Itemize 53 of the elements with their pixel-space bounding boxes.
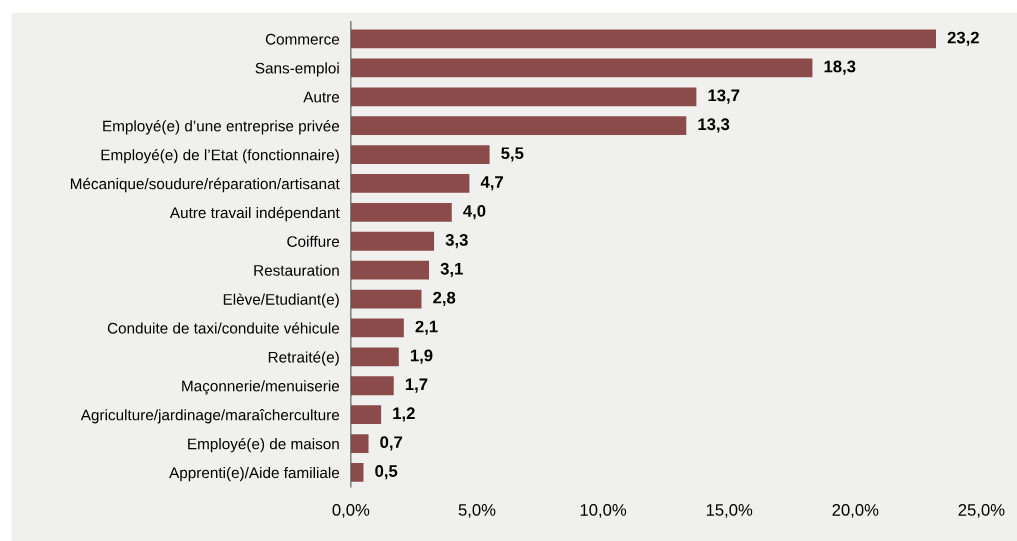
y-tick-label: Sans-emploi — [255, 62, 339, 77]
bar — [350, 318, 404, 338]
y-tick-label: Commerce — [265, 33, 340, 45]
y-tick-label: Employé(e) de l’Etat (fonctionnaire) — [101, 148, 339, 164]
y-tick-label: Maçonnerie/menuiserie — [182, 380, 340, 395]
data-label: 2,1 — [415, 320, 438, 335]
data-label: 0,5 — [375, 465, 398, 480]
data-label: 18,3 — [824, 60, 856, 75]
data-label: 4,0 — [463, 205, 486, 220]
data-label: 23,2 — [947, 31, 979, 46]
x-tick-label: 5,0% — [458, 504, 496, 518]
x-tick-label: 25,0% — [958, 504, 1005, 518]
y-tick-label: Retraité(e) — [268, 351, 339, 366]
y-tick-label: Elève/Etudiant(e) — [223, 293, 339, 308]
data-label: 13,3 — [698, 118, 730, 133]
y-tick-label: Conduite de taxi/conduite véhicule — [107, 322, 340, 334]
bar — [350, 434, 369, 453]
bar — [350, 289, 422, 309]
y-tick-label: Agriculture/jardinage/maraîcherculture — [80, 409, 340, 424]
bar — [350, 376, 394, 396]
bar — [350, 202, 452, 222]
data-label: 4,7 — [480, 176, 503, 191]
bar — [350, 174, 470, 193]
data-label: 1,7 — [405, 378, 428, 393]
data-label: 2,8 — [433, 291, 456, 306]
x-tick-label: 0,0% — [332, 504, 370, 518]
bar — [350, 116, 687, 136]
data-label: 5,5 — [501, 147, 524, 162]
y-tick-label: Autre travail indépendant — [169, 206, 340, 222]
data-label: 3,3 — [445, 233, 468, 249]
bar — [350, 405, 382, 425]
x-tick-label: 10,0% — [580, 504, 627, 518]
data-label: 1,2 — [393, 407, 415, 422]
bar — [350, 231, 435, 251]
y-tick-label: Restauration — [254, 264, 339, 276]
data-label: 1,9 — [410, 349, 433, 364]
bar — [350, 347, 399, 367]
bar — [350, 87, 697, 107]
y-tick-label: Mécanique/soudure/réparation/artisanat — [70, 177, 340, 193]
bar — [350, 260, 430, 280]
y-tick-label: Coiffure — [287, 235, 340, 247]
y-tick-label: Apprenti(e)/Aide familiale — [169, 466, 340, 482]
y-tick-label: Employé(e) de maison — [188, 437, 339, 453]
y-tick-label: Employé(e) d’une entreprise privée — [103, 120, 340, 135]
bar — [350, 29, 937, 49]
data-label: 0,7 — [380, 436, 403, 451]
x-tick-label: 20,0% — [832, 504, 879, 518]
data-label: 13,7 — [708, 89, 740, 104]
x-tick-label: 15,0% — [706, 504, 753, 518]
bar — [350, 145, 490, 164]
y-tick-label: Autre — [303, 91, 340, 103]
bar — [350, 58, 813, 78]
data-label: 3,1 — [440, 262, 463, 278]
